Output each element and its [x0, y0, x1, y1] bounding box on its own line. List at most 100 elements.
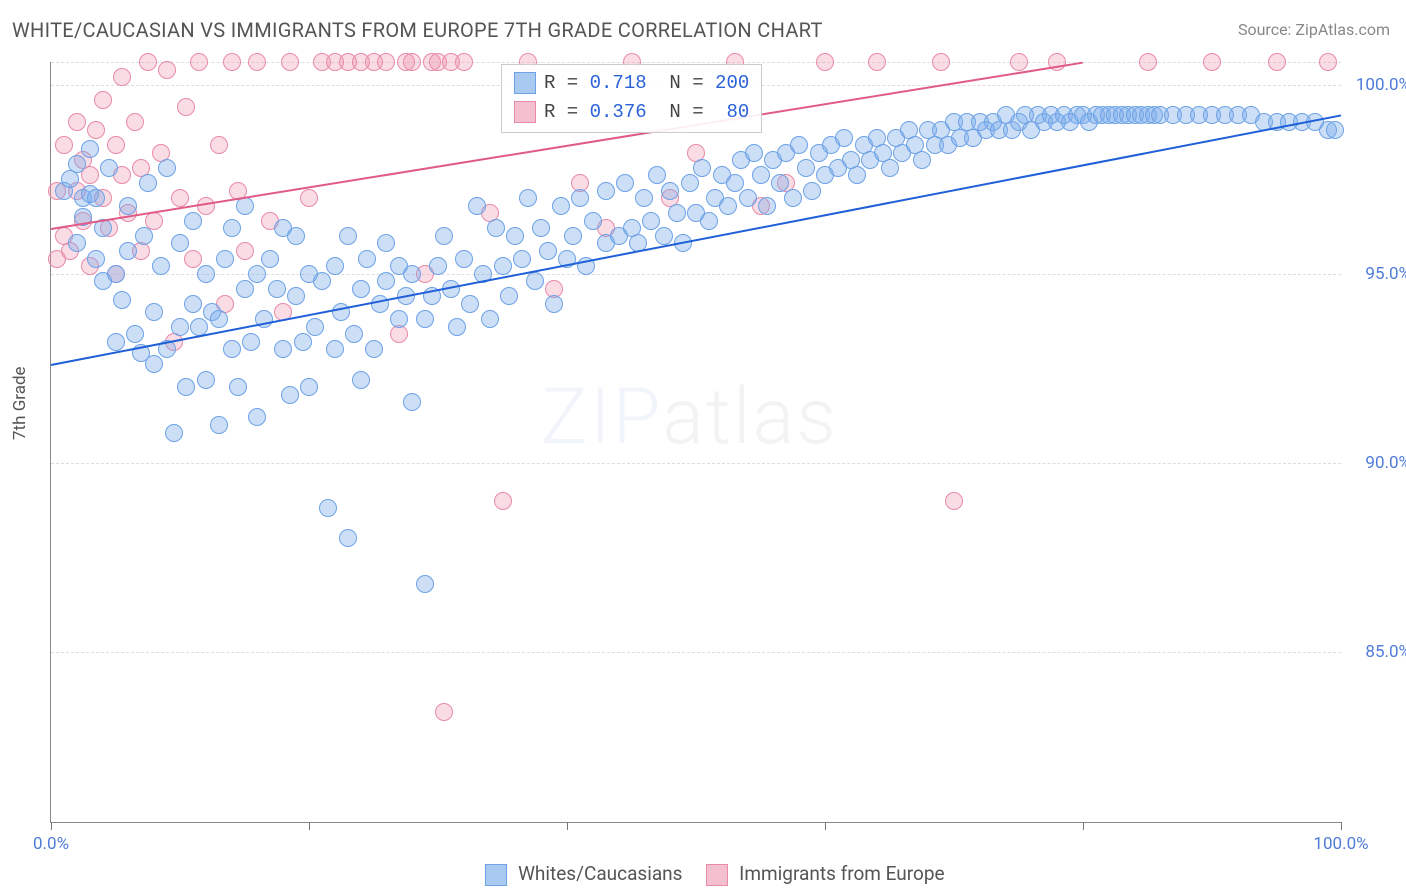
stats-legend: R = 0.718 N = 200 R = 0.376 N = 80 [501, 64, 762, 133]
scatter-point [177, 98, 195, 116]
scatter-point [455, 250, 473, 268]
scatter-point [668, 204, 686, 222]
legend-swatch [706, 864, 728, 886]
scatter-point [352, 280, 370, 298]
y-tick-label: 95.0% [1351, 264, 1406, 284]
scatter-point [236, 242, 254, 260]
scatter-point [494, 257, 512, 275]
scatter-point [107, 136, 125, 154]
scatter-point [487, 219, 505, 237]
scatter-point [223, 53, 241, 71]
x-tick-label: 100.0% [1313, 834, 1368, 854]
scatter-point [681, 174, 699, 192]
scatter-point [377, 272, 395, 290]
scatter-point [87, 189, 105, 207]
chart-title: WHITE/CAUCASIAN VS IMMIGRANTS FROM EUROP… [12, 18, 823, 42]
scatter-point [126, 113, 144, 131]
scatter-point [345, 325, 363, 343]
source-label: Source: ZipAtlas.com [1238, 20, 1390, 39]
legend-label: Whites/Caucasians [513, 862, 682, 885]
scatter-point [835, 129, 853, 147]
scatter-point [281, 53, 299, 71]
scatter-point [519, 189, 537, 207]
scatter-point [552, 197, 570, 215]
scatter-point [274, 340, 292, 358]
scatter-point [184, 250, 202, 268]
scatter-point [1139, 53, 1157, 71]
x-tick [309, 822, 310, 830]
x-tick [51, 822, 52, 830]
y-tick-label: 100.0% [1351, 75, 1406, 95]
scatter-point [1319, 53, 1337, 71]
scatter-point [448, 318, 466, 336]
scatter-point [229, 378, 247, 396]
scatter-point [242, 333, 260, 351]
scatter-point [1268, 53, 1286, 71]
scatter-point [635, 189, 653, 207]
scatter-point [145, 355, 163, 373]
scatter-point [326, 257, 344, 275]
scatter-point [184, 295, 202, 313]
scatter-point [107, 265, 125, 283]
scatter-point [139, 53, 157, 71]
scatter-point [113, 68, 131, 86]
scatter-point [468, 197, 486, 215]
scatter-point [184, 212, 202, 230]
scatter-point [461, 295, 479, 313]
scatter-point [726, 174, 744, 192]
scatter-point [435, 227, 453, 245]
scatter-point [210, 136, 228, 154]
scatter-point [248, 265, 266, 283]
scatter-point [758, 197, 776, 215]
scatter-point [190, 53, 208, 71]
x-tick [1341, 822, 1342, 830]
scatter-point [377, 53, 395, 71]
gridline [51, 274, 1341, 275]
scatter-point [1203, 53, 1221, 71]
scatter-point [790, 136, 808, 154]
scatter-point [165, 424, 183, 442]
scatter-point [564, 227, 582, 245]
scatter-point [745, 144, 763, 162]
scatter-point [739, 189, 757, 207]
bottom-legend: Whites/Caucasians Immigrants from Europe [0, 862, 1406, 886]
x-tick-label: 0.0% [33, 834, 69, 854]
scatter-point [648, 166, 666, 184]
scatter-point [494, 492, 512, 510]
chart-plot-area: ZIPatlas 85.0%90.0%95.0%100.0%0.0%100.0%… [50, 62, 1341, 823]
scatter-point [513, 250, 531, 268]
scatter-point [126, 325, 144, 343]
scatter-point [281, 386, 299, 404]
scatter-point [210, 416, 228, 434]
scatter-point [139, 174, 157, 192]
scatter-point [268, 280, 286, 298]
x-tick [825, 822, 826, 830]
scatter-point [1010, 53, 1028, 71]
scatter-point [158, 159, 176, 177]
scatter-point [152, 257, 170, 275]
scatter-point [287, 287, 305, 305]
scatter-point [113, 291, 131, 309]
scatter-point [171, 234, 189, 252]
gridline [51, 463, 1341, 464]
scatter-point [532, 219, 550, 237]
y-axis-label: 7th Grade [10, 366, 30, 440]
scatter-point [306, 318, 324, 336]
scatter-point [326, 340, 344, 358]
scatter-point [945, 492, 963, 510]
scatter-point [287, 227, 305, 245]
legend-swatch [485, 864, 507, 886]
scatter-point [158, 61, 176, 79]
watermark: ZIPatlas [541, 372, 838, 463]
scatter-point [261, 250, 279, 268]
scatter-point [597, 182, 615, 200]
scatter-point [236, 280, 254, 298]
scatter-point [584, 212, 602, 230]
scatter-point [545, 295, 563, 313]
scatter-point [135, 227, 153, 245]
scatter-point [171, 318, 189, 336]
scatter-point [319, 499, 337, 517]
scatter-point [403, 53, 421, 71]
scatter-point [371, 295, 389, 313]
scatter-point [68, 113, 86, 131]
